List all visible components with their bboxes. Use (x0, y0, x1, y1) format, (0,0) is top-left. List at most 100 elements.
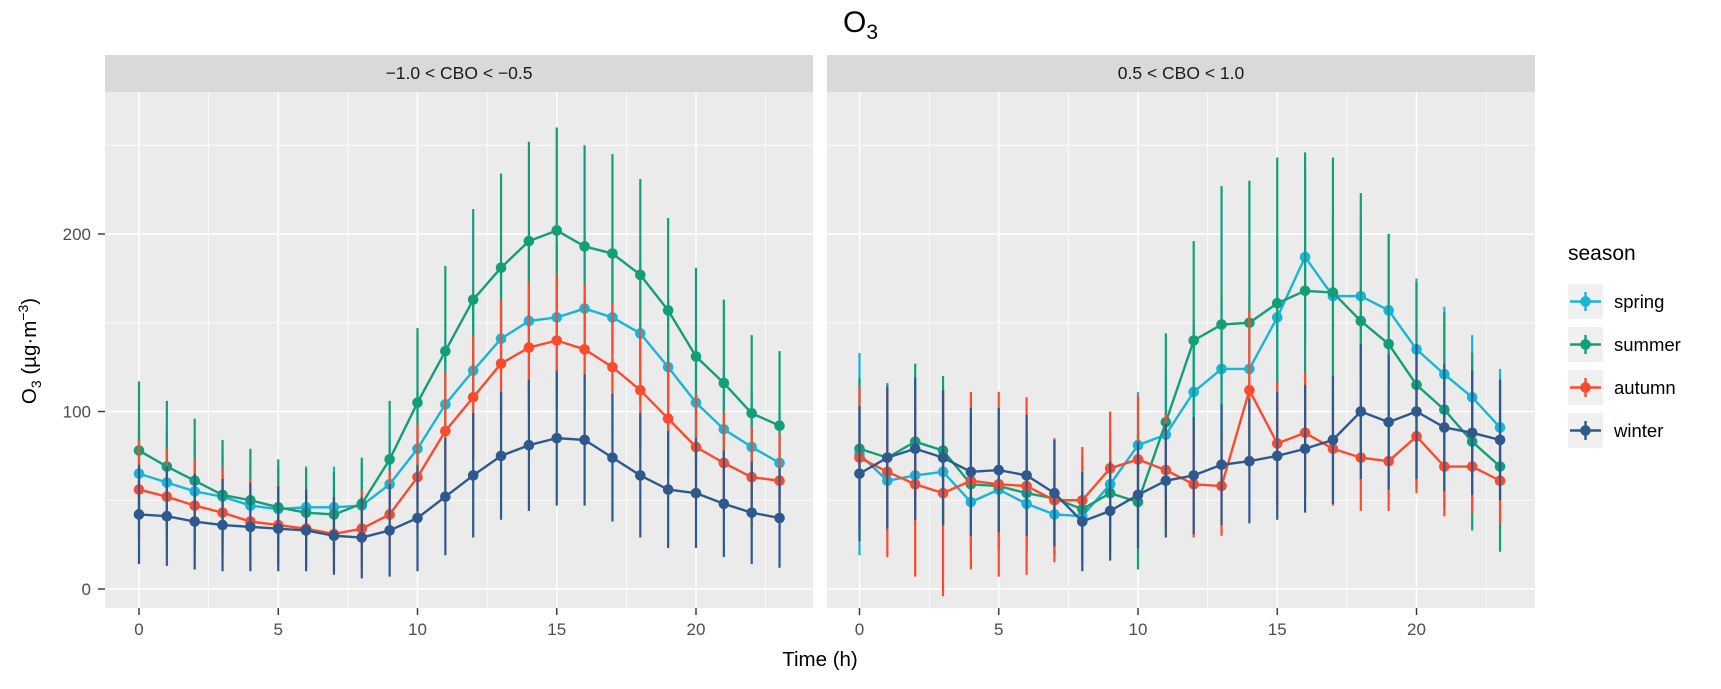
x-tick-label: 15 (547, 620, 566, 639)
x-tick-label: 0 (134, 620, 143, 639)
facet-strip-left: −1.0 < CBO < −0.5 (105, 55, 813, 92)
point-winter-h23 (1494, 434, 1506, 446)
y-title-base: O (17, 388, 41, 405)
point-summer-h16 (1299, 285, 1311, 297)
x-tick-label: 20 (1407, 620, 1426, 639)
point-autumn-h14 (1244, 384, 1255, 396)
point-summer-h15 (551, 225, 563, 236)
legend-label-spring: spring (1614, 290, 1665, 312)
point-winter-h6 (1021, 470, 1032, 481)
point-winter-h14 (1244, 455, 1255, 467)
point-winter-h18 (635, 470, 646, 481)
point-winter-h19 (662, 484, 674, 495)
point-winter-h21 (718, 498, 730, 510)
point-winter-h7 (328, 530, 340, 542)
point-winter-h2 (189, 516, 200, 527)
legend-key-spring-icon (1568, 284, 1603, 319)
legend-label-summer: summer (1614, 333, 1681, 355)
point-autumn-h18 (635, 384, 646, 396)
point-autumn-h15 (551, 335, 563, 346)
point-summer-h23 (774, 420, 785, 432)
y-tick-label: 200 (63, 225, 91, 244)
point-autumn-h16 (579, 344, 590, 355)
point-winter-h21 (1439, 422, 1450, 433)
point-winter-h2 (909, 443, 921, 455)
point-winter-h19 (1383, 416, 1394, 428)
facet-strip-right: 0.5 < CBO < 1.0 (827, 55, 1535, 92)
point-winter-h15 (1271, 450, 1283, 462)
point-summer-h19 (1383, 338, 1394, 350)
point-winter-h20 (690, 487, 702, 499)
point-winter-h3 (217, 519, 228, 531)
point-summer-h16 (579, 241, 590, 252)
legend-item-summer: summer (1568, 323, 1718, 366)
point-winter-h23 (774, 512, 785, 524)
point-winter-h16 (579, 434, 590, 446)
point-winter-h9 (1104, 505, 1116, 517)
point-summer-h13 (495, 262, 507, 274)
point-autumn-h19 (662, 413, 674, 424)
point-autumn-h11 (440, 425, 451, 437)
point-summer-h11 (440, 345, 451, 357)
point-winter-h15 (551, 432, 563, 444)
point-summer-h13 (1216, 319, 1227, 330)
point-summer-h20 (690, 351, 702, 362)
point-winter-h10 (1132, 489, 1144, 501)
x-tick-label: 5 (274, 620, 283, 639)
point-winter-h4 (965, 466, 977, 478)
facet-strip-right-label: 0.5 < CBO < 1.0 (1117, 63, 1245, 83)
point-winter-h12 (467, 470, 479, 481)
point-winter-h20 (1411, 406, 1422, 417)
point-summer-h21 (718, 377, 730, 389)
point-summer-h12 (467, 294, 479, 305)
point-winter-h7 (1049, 487, 1060, 499)
chart-title-main: O (842, 6, 867, 39)
point-winter-h9 (384, 525, 395, 536)
series-winter (133, 370, 785, 579)
point-summer-h10 (412, 397, 423, 408)
point-winter-h12 (1188, 470, 1199, 481)
point-autumn-h17 (607, 361, 618, 373)
point-winter-h17 (607, 452, 618, 463)
point-winter-h11 (1160, 475, 1172, 487)
legend-key-winter-icon (1568, 413, 1603, 448)
point-winter-h10 (412, 512, 423, 524)
point-winter-h14 (523, 439, 535, 451)
point-winter-h8 (356, 532, 368, 543)
legend-key-summer-icon (1568, 327, 1603, 362)
point-winter-h11 (440, 491, 451, 503)
point-summer-h18 (635, 269, 646, 281)
legend-label-autumn: autumn (1614, 376, 1676, 398)
point-summer-h17 (1327, 287, 1339, 298)
point-summer-h19 (662, 305, 674, 316)
y-title-sub: 3 (27, 380, 44, 389)
y-title-close: ) (17, 297, 41, 305)
point-autumn-h14 (523, 342, 535, 353)
point-summer-h18 (1355, 315, 1367, 327)
legend-title: season (1568, 242, 1636, 265)
x-axis-title: Time (h) (782, 648, 858, 671)
point-winter-h22 (746, 507, 757, 518)
legend-item-winter: winter (1568, 409, 1718, 452)
facet-panel-0: 0 5 10 15 20 (105, 92, 813, 639)
y-axis-title: O3 (µg·m−3) (15, 251, 44, 451)
y-tick-label: 100 (63, 403, 91, 422)
facet-panel-1: 0 5 10 15 20 (827, 92, 1535, 639)
panel-background (827, 92, 1535, 608)
point-winter-h16 (1299, 443, 1311, 455)
point-summer-h12 (1188, 335, 1199, 346)
y-tick-label: 0 (82, 580, 91, 599)
point-winter-h17 (1327, 434, 1339, 446)
point-summer-h14 (523, 235, 535, 247)
point-winter-h8 (1077, 516, 1088, 527)
point-winter-h18 (1355, 406, 1367, 417)
panel-background (105, 92, 813, 608)
point-winter-h4 (245, 521, 256, 533)
x-tick-label: 20 (687, 620, 706, 639)
y-title-exp: −3 (15, 304, 31, 321)
x-tick-label: 5 (994, 620, 1003, 639)
legend-label-winter: winter (1614, 419, 1664, 441)
point-winter-h5 (993, 464, 1005, 476)
legend-key-autumn-icon (1568, 370, 1603, 405)
